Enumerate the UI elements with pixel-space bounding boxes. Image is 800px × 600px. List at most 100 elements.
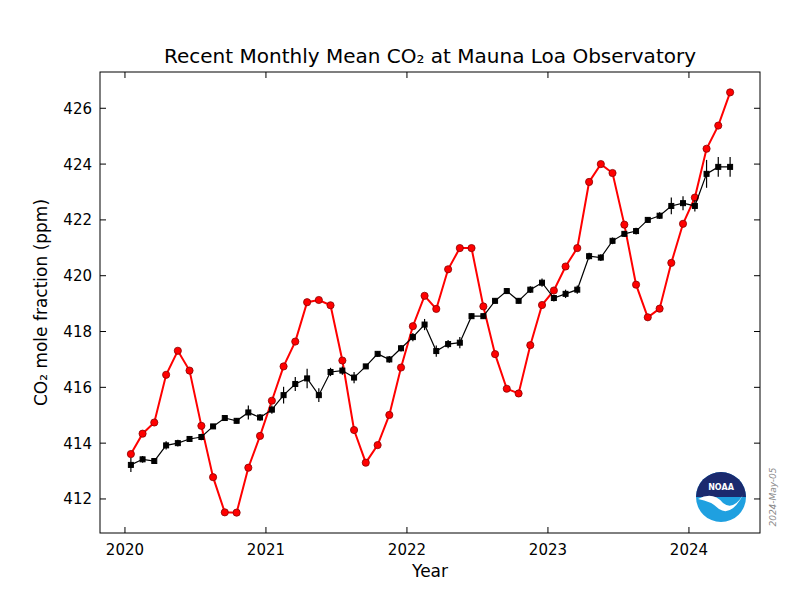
- marker: [316, 393, 321, 398]
- marker: [198, 422, 205, 429]
- marker: [209, 474, 216, 481]
- marker: [152, 459, 157, 464]
- marker: [127, 450, 134, 457]
- marker: [446, 342, 451, 347]
- x-tick-label: 2024: [670, 541, 708, 559]
- marker: [293, 381, 298, 386]
- marker: [258, 415, 263, 420]
- y-tick-right: [754, 219, 760, 220]
- marker: [468, 244, 475, 251]
- marker: [352, 375, 357, 380]
- y-tick-right: [754, 164, 760, 165]
- marker: [140, 457, 145, 462]
- x-tick-top: [124, 72, 125, 78]
- marker: [575, 287, 580, 292]
- marker: [704, 171, 709, 176]
- x-tick: [547, 527, 548, 533]
- x-tick: [124, 527, 125, 533]
- marker: [445, 266, 452, 273]
- marker: [327, 302, 334, 309]
- marker: [692, 203, 697, 208]
- x-tick-top: [265, 72, 266, 78]
- marker: [164, 443, 169, 448]
- marker: [339, 357, 346, 364]
- marker: [245, 464, 252, 471]
- marker: [574, 244, 581, 251]
- y-tick-label: 414: [63, 435, 92, 453]
- x-tick: [688, 527, 689, 533]
- marker: [668, 259, 675, 266]
- y-tick-label: 420: [63, 267, 92, 285]
- marker: [387, 357, 392, 362]
- marker: [538, 301, 545, 308]
- marker: [281, 393, 286, 398]
- title: Recent Monthly Mean CO₂ at Mauna Loa Obs…: [164, 44, 696, 68]
- marker: [233, 509, 240, 516]
- marker: [211, 424, 216, 429]
- series-line: [131, 92, 730, 512]
- marker: [597, 160, 604, 167]
- marker: [622, 231, 627, 236]
- marker: [715, 122, 722, 129]
- marker: [422, 322, 427, 327]
- x-tick-top: [547, 72, 548, 78]
- background: [0, 0, 800, 600]
- marker: [139, 430, 146, 437]
- marker: [656, 305, 663, 312]
- marker: [375, 351, 380, 356]
- marker: [491, 351, 498, 358]
- marker: [328, 369, 333, 374]
- x-tick-top: [688, 72, 689, 78]
- series-line: [131, 167, 730, 465]
- marker: [128, 462, 133, 467]
- y-tick: [100, 443, 106, 444]
- y-tick-right: [754, 331, 760, 332]
- marker: [421, 292, 428, 299]
- marker: [493, 298, 498, 303]
- marker: [516, 298, 521, 303]
- marker: [480, 303, 487, 310]
- marker: [469, 314, 474, 319]
- marker: [669, 203, 674, 208]
- logo-top: [696, 472, 746, 497]
- marker: [234, 418, 239, 423]
- marker: [515, 390, 522, 397]
- y-tick: [100, 387, 106, 388]
- marker: [386, 411, 393, 418]
- logo: NOAA: [696, 472, 746, 522]
- plot-frame: [100, 72, 760, 533]
- marker: [727, 89, 734, 96]
- logo-text: NOAA: [708, 483, 734, 492]
- marker: [728, 164, 733, 169]
- marker: [681, 201, 686, 206]
- marker: [433, 305, 440, 312]
- marker: [174, 347, 181, 354]
- y-tick-label: 422: [63, 211, 92, 229]
- annotation: 2024-May-05: [768, 467, 778, 526]
- marker: [598, 255, 603, 260]
- y-tick-label: 426: [63, 100, 92, 118]
- plot-data: [127, 89, 733, 516]
- marker: [551, 296, 556, 301]
- marker: [562, 263, 569, 270]
- marker: [187, 436, 192, 441]
- marker: [528, 287, 533, 292]
- marker: [457, 340, 462, 345]
- marker: [350, 426, 357, 433]
- marker: [269, 407, 274, 412]
- x-tick-label: 2020: [106, 541, 144, 559]
- marker: [645, 217, 650, 222]
- marker: [175, 441, 180, 446]
- x-tick-label: 2021: [247, 541, 285, 559]
- marker: [199, 435, 204, 440]
- marker: [362, 459, 369, 466]
- marker: [540, 280, 545, 285]
- marker: [609, 169, 616, 176]
- marker: [163, 371, 170, 378]
- y-tick: [100, 498, 106, 499]
- x-label: Year: [411, 561, 448, 581]
- marker: [563, 291, 568, 296]
- marker: [410, 335, 415, 340]
- marker: [374, 441, 381, 448]
- marker: [280, 363, 287, 370]
